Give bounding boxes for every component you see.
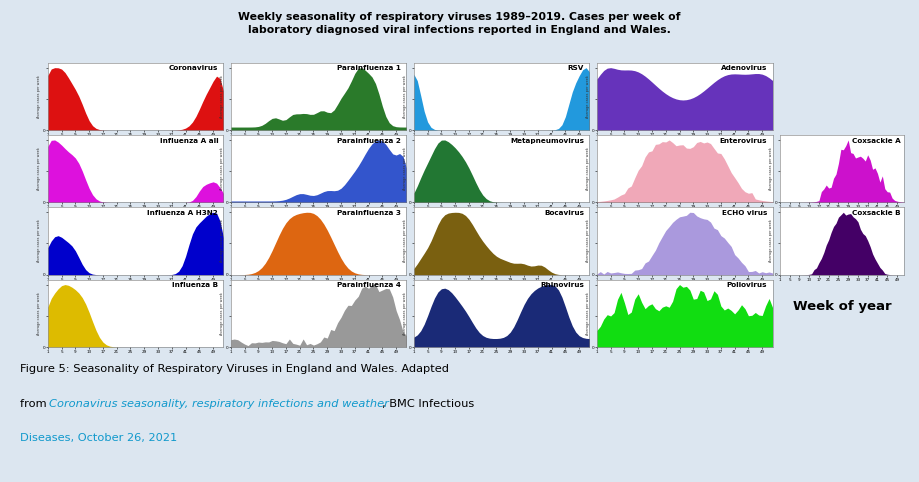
Y-axis label: Average cases per week: Average cases per week [403, 147, 407, 190]
Text: Parainfluenza 3: Parainfluenza 3 [337, 210, 402, 216]
Text: , BMC Infectious: , BMC Infectious [382, 399, 474, 409]
Text: Coronavirus: Coronavirus [169, 66, 218, 71]
Y-axis label: Average cases per week: Average cases per week [403, 75, 407, 118]
Y-axis label: Average cases per week: Average cases per week [220, 75, 224, 118]
Y-axis label: Average cases per week: Average cases per week [769, 220, 773, 262]
Text: Coronavirus seasonality, respiratory infections and weather: Coronavirus seasonality, respiratory inf… [49, 399, 389, 409]
Y-axis label: Average cases per week: Average cases per week [220, 147, 224, 190]
Y-axis label: Average cases per week: Average cases per week [586, 292, 590, 335]
Text: Adenovirus: Adenovirus [720, 66, 767, 71]
Text: Parainfluenza 1: Parainfluenza 1 [337, 66, 402, 71]
Y-axis label: Average cases per week: Average cases per week [403, 292, 407, 335]
Text: Coxsackie A: Coxsackie A [852, 138, 901, 144]
Text: Diseases, October 26, 2021: Diseases, October 26, 2021 [20, 433, 177, 443]
Y-axis label: Average cases per week: Average cases per week [220, 220, 224, 262]
Text: Bocavirus: Bocavirus [544, 210, 584, 216]
Y-axis label: Average cases per week: Average cases per week [37, 220, 41, 262]
Text: from: from [20, 399, 51, 409]
Text: Enterovirus: Enterovirus [720, 138, 767, 144]
Y-axis label: Average cases per week: Average cases per week [586, 75, 590, 118]
Y-axis label: Average cases per week: Average cases per week [37, 147, 41, 190]
Text: Influenza A H3N2: Influenza A H3N2 [147, 210, 218, 216]
Text: Rhinovirus: Rhinovirus [540, 282, 584, 288]
Y-axis label: Average cases per week: Average cases per week [37, 292, 41, 335]
Y-axis label: Average cases per week: Average cases per week [403, 220, 407, 262]
Text: Figure 5: Seasonality of Respiratory Viruses in England and Wales. Adapted: Figure 5: Seasonality of Respiratory Vir… [20, 364, 449, 374]
Y-axis label: Average cases per week: Average cases per week [586, 147, 590, 190]
Text: RSV: RSV [568, 66, 584, 71]
Text: Influenza A all: Influenza A all [160, 138, 218, 144]
Text: Poliovirus: Poliovirus [727, 282, 767, 288]
Text: Parainfluenza 4: Parainfluenza 4 [337, 282, 402, 288]
Text: Week of year: Week of year [793, 300, 891, 313]
Y-axis label: Average cases per week: Average cases per week [586, 220, 590, 262]
Y-axis label: Average cases per week: Average cases per week [37, 75, 41, 118]
Text: Coxsackie B: Coxsackie B [852, 210, 901, 216]
Text: Influenza B: Influenza B [172, 282, 218, 288]
Y-axis label: Average cases per week: Average cases per week [769, 147, 773, 190]
Text: Weekly seasonality of respiratory viruses 1989–2019. Cases per week of
laborator: Weekly seasonality of respiratory viruse… [238, 12, 681, 35]
Y-axis label: Average cases per week: Average cases per week [220, 292, 224, 335]
Text: ECHO virus: ECHO virus [722, 210, 767, 216]
Text: Metapneumovirus: Metapneumovirus [510, 138, 584, 144]
Text: Parainfluenza 2: Parainfluenza 2 [337, 138, 402, 144]
